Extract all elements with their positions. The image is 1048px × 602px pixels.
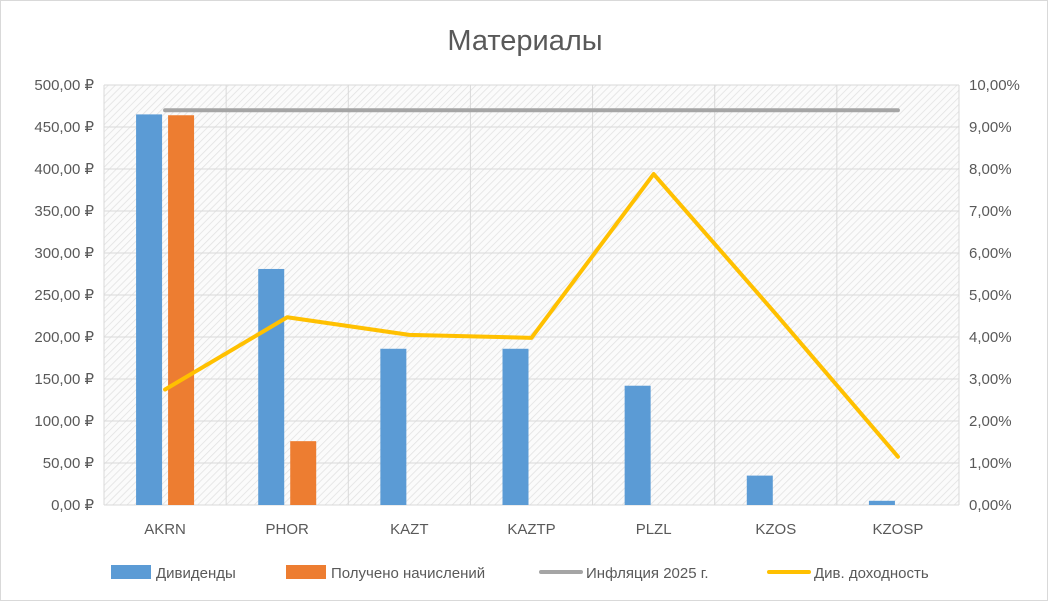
right-axis: 0,00% 1,00% 2,00% 3,00% 4,00% 5,00% 6,00% 7,00%… bbox=[969, 77, 1020, 514]
left-axis: 0,00 ₽ 50,00 ₽ 100,00 ₽ 150,00 ₽ 200,00 ₽ 250… bbox=[34, 77, 94, 514]
right-tick-label: 1,00% bbox=[969, 455, 1012, 472]
left-tick-label: 50,00 ₽ bbox=[43, 455, 95, 472]
left-tick-label: 0,00 ₽ bbox=[51, 497, 94, 514]
gridlines bbox=[103, 84, 960, 506]
left-tick-label: 250,00 ₽ bbox=[34, 287, 94, 304]
legend-swatch bbox=[111, 565, 151, 579]
legend-label: Инфляция 2025 г. bbox=[586, 565, 709, 582]
left-tick-label: 200,00 ₽ bbox=[34, 329, 94, 346]
right-tick-label: 0,00% bbox=[969, 497, 1012, 514]
bar bbox=[746, 475, 773, 505]
category-label: PHOR bbox=[266, 521, 310, 538]
left-tick-label: 400,00 ₽ bbox=[34, 161, 94, 178]
chart-title: Материалы bbox=[447, 25, 602, 57]
series-line bbox=[163, 172, 900, 459]
legend-label: Див. доходность bbox=[814, 565, 929, 582]
category-label: AKRN bbox=[144, 521, 186, 538]
bars bbox=[136, 114, 895, 506]
left-tick-label: 500,00 ₽ bbox=[34, 77, 94, 94]
category-label: KZOSP bbox=[872, 521, 923, 538]
bar bbox=[168, 115, 195, 506]
category-label: KZOS bbox=[755, 521, 796, 538]
right-tick-label: 5,00% bbox=[969, 287, 1012, 304]
bar bbox=[502, 348, 529, 505]
right-tick-label: 4,00% bbox=[969, 329, 1012, 346]
right-tick-label: 8,00% bbox=[969, 161, 1012, 178]
bar bbox=[258, 268, 285, 505]
left-tick-label: 450,00 ₽ bbox=[34, 119, 94, 136]
right-tick-label: 7,00% bbox=[969, 203, 1012, 220]
bar bbox=[624, 385, 651, 505]
legend: Дивиденды Получено начислений Инфляция 202… bbox=[111, 565, 929, 582]
left-tick-label: 150,00 ₽ bbox=[34, 371, 94, 388]
bar bbox=[380, 348, 407, 505]
bar bbox=[136, 114, 163, 506]
category-label: KAZTP bbox=[507, 521, 555, 538]
right-tick-label: 3,00% bbox=[969, 371, 1012, 388]
legend-label: Дивиденды bbox=[156, 565, 236, 582]
bar bbox=[290, 441, 317, 505]
left-tick-label: 100,00 ₽ bbox=[34, 413, 94, 430]
right-tick-label: 10,00% bbox=[969, 77, 1020, 94]
series-lines bbox=[163, 108, 900, 459]
legend-label: Получено начислений bbox=[331, 565, 485, 582]
bar bbox=[868, 500, 895, 505]
right-tick-label: 6,00% bbox=[969, 245, 1012, 262]
left-tick-label: 300,00 ₽ bbox=[34, 245, 94, 262]
category-axis: AKRN PHOR KAZT KAZTP PLZL KZOS KZOSP bbox=[144, 521, 923, 538]
left-tick-label: 350,00 ₽ bbox=[34, 203, 94, 220]
category-label: KAZT bbox=[390, 521, 428, 538]
right-tick-label: 9,00% bbox=[969, 119, 1012, 136]
category-label: PLZL bbox=[636, 521, 672, 538]
legend-swatch bbox=[286, 565, 326, 579]
right-tick-label: 2,00% bbox=[969, 413, 1012, 430]
